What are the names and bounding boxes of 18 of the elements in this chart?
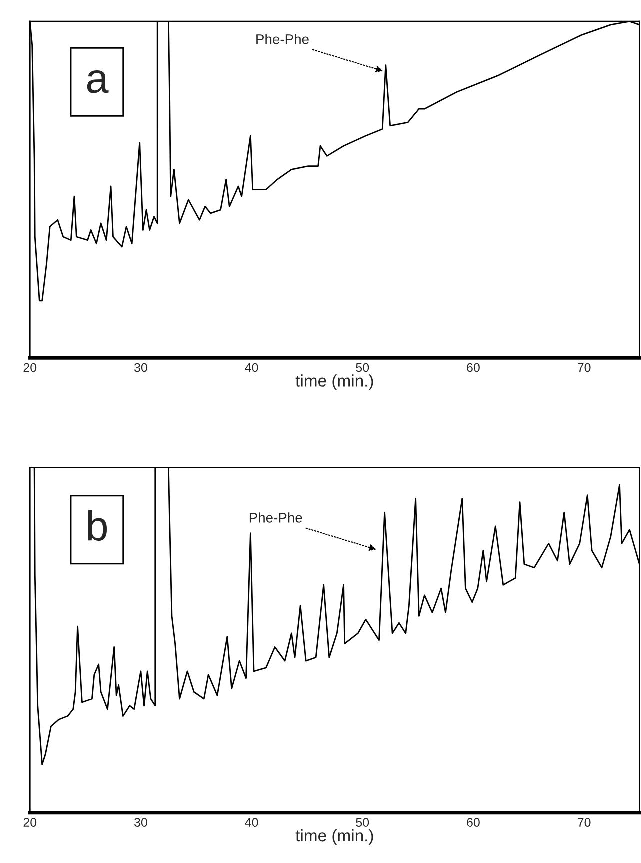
x-axis-title: time (min.) <box>296 829 374 845</box>
x-tick-label: 70 <box>578 818 591 827</box>
annotation: b <box>88 510 108 542</box>
x-tick-label: 30 <box>134 363 148 372</box>
x-tick-label: 60 <box>467 818 480 827</box>
x-axis-title: time (min.) <box>296 374 374 390</box>
x-tick-label: 70 <box>578 363 591 372</box>
x-tick-label: 30 <box>134 818 148 827</box>
annotation: Phe-Phe <box>250 512 302 523</box>
x-tick-label: 50 <box>356 363 370 372</box>
x-tick-label: 20 <box>24 818 37 827</box>
x-tick-label: 40 <box>245 818 258 827</box>
x-tick-label: 60 <box>467 363 480 372</box>
x-tick-label: 20 <box>24 363 37 372</box>
annotation: Phe-Phe <box>256 34 309 44</box>
x-tick-label: 50 <box>356 818 370 827</box>
x-tick-label: 40 <box>245 363 258 372</box>
annotation: a <box>87 70 109 94</box>
